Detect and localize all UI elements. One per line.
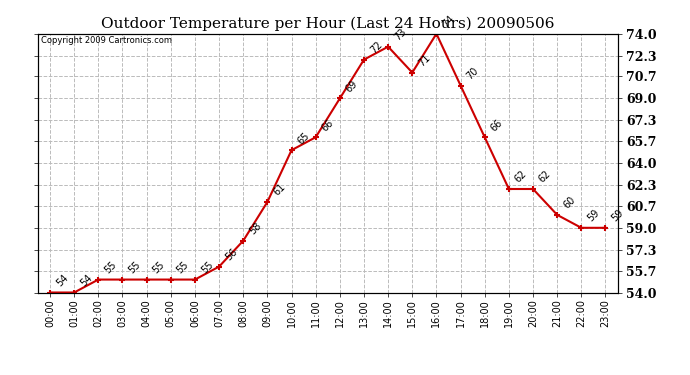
Text: 62: 62	[513, 169, 529, 185]
Text: 72: 72	[368, 39, 384, 56]
Text: 62: 62	[538, 169, 553, 185]
Text: 66: 66	[320, 117, 335, 133]
Text: Copyright 2009 Cartronics.com: Copyright 2009 Cartronics.com	[41, 36, 172, 45]
Text: 65: 65	[296, 130, 311, 146]
Text: 69: 69	[344, 78, 359, 94]
Text: 61: 61	[272, 182, 287, 198]
Text: 55: 55	[103, 260, 119, 275]
Text: 54: 54	[79, 273, 94, 288]
Title: Outdoor Temperature per Hour (Last 24 Hours) 20090506: Outdoor Temperature per Hour (Last 24 Ho…	[101, 17, 555, 31]
Text: 71: 71	[417, 53, 432, 68]
Text: 55: 55	[127, 260, 143, 275]
Text: 55: 55	[175, 260, 191, 275]
Text: 74: 74	[441, 14, 456, 30]
Text: 54: 54	[55, 273, 70, 288]
Text: 70: 70	[465, 66, 480, 81]
Text: 55: 55	[151, 260, 167, 275]
Text: 58: 58	[248, 221, 263, 237]
Text: 59: 59	[610, 208, 625, 224]
Text: 73: 73	[393, 27, 408, 42]
Text: 66: 66	[489, 117, 504, 133]
Text: 56: 56	[224, 247, 239, 262]
Text: 60: 60	[562, 195, 577, 211]
Text: 55: 55	[199, 260, 215, 275]
Text: 59: 59	[586, 208, 601, 224]
